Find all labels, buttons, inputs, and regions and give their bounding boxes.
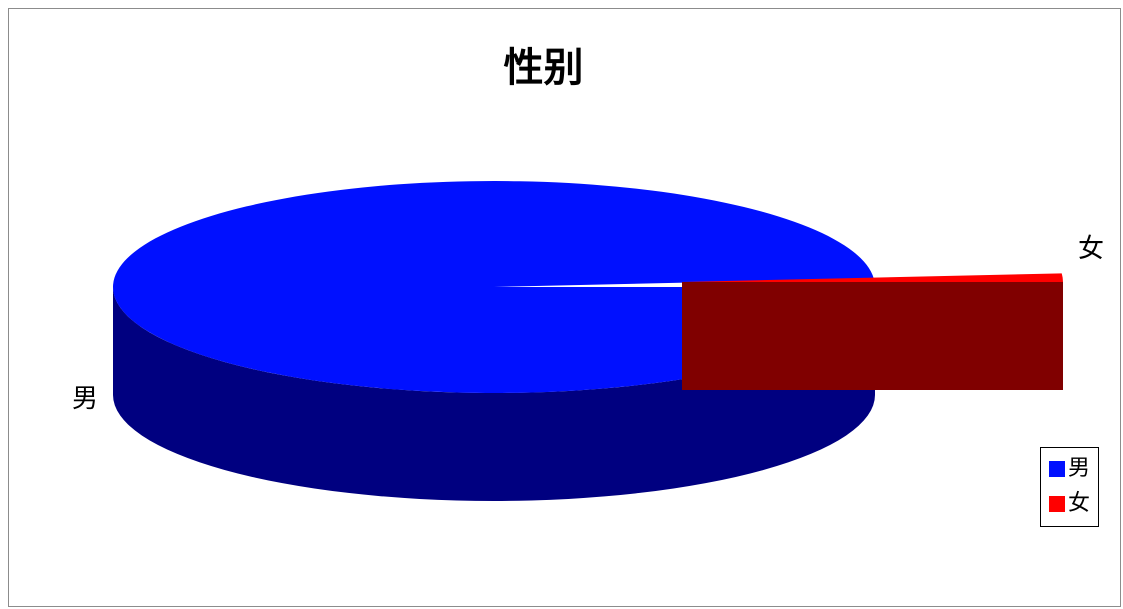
pie-slice-side-male [113, 287, 875, 501]
pie-slice-side-female [682, 282, 1063, 390]
legend-item-male: 男 [1049, 455, 1090, 483]
data-label-female: 女 [1078, 234, 1105, 264]
legend: 男 女 [1040, 447, 1099, 527]
pie-slice-female [682, 273, 1063, 282]
legend-label-female: 女 [1068, 491, 1091, 516]
legend-item-female: 女 [1049, 490, 1090, 518]
legend-swatch-male [1049, 461, 1065, 477]
data-label-male: 男 [72, 384, 99, 414]
chart-title: 性别 [503, 45, 584, 91]
legend-label-male: 男 [1068, 456, 1091, 481]
legend-swatch-female [1049, 496, 1065, 512]
